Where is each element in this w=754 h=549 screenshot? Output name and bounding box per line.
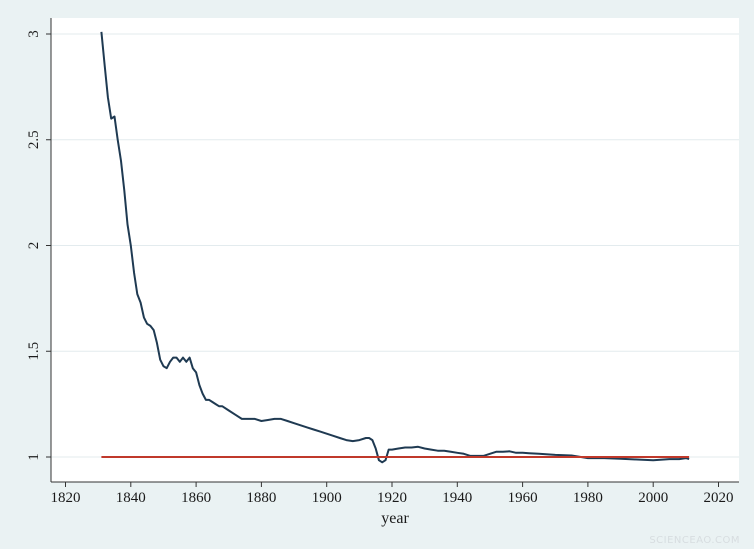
y-axis: 1 1.5 2 2.5 3 xyxy=(26,18,52,482)
y-tick-label: 3 xyxy=(26,30,42,38)
watermark: SCIENCEAO.COM xyxy=(649,535,740,546)
y-tick-label: 1 xyxy=(26,453,42,461)
x-axis: 1820 1840 1860 1880 1900 1920 1940 1960 1980 2000… xyxy=(51,481,739,506)
series-line xyxy=(100,31,690,464)
x-tick-label: 1880 xyxy=(246,490,276,506)
y-tick-label: 2.5 xyxy=(26,130,42,149)
x-tick-label: 1940 xyxy=(442,490,472,506)
series-layer xyxy=(100,31,690,464)
x-tick-label: 1920 xyxy=(377,490,407,506)
x-tick-label: 1840 xyxy=(116,490,146,506)
y-tick-label: 2 xyxy=(26,242,42,250)
x-tick-label: 2020 xyxy=(704,490,734,506)
x-tick-label: 1860 xyxy=(181,490,211,506)
x-tick-label: 1960 xyxy=(508,490,538,506)
x-tick-label: 1820 xyxy=(51,490,81,506)
x-tick-label: 2000 xyxy=(638,490,668,506)
x-axis-title: year xyxy=(381,510,409,527)
plot-area xyxy=(51,18,739,482)
x-tick-label: 1980 xyxy=(573,490,603,506)
y-tick-label: 1.5 xyxy=(26,342,42,361)
x-tick-label: 1900 xyxy=(312,490,342,506)
